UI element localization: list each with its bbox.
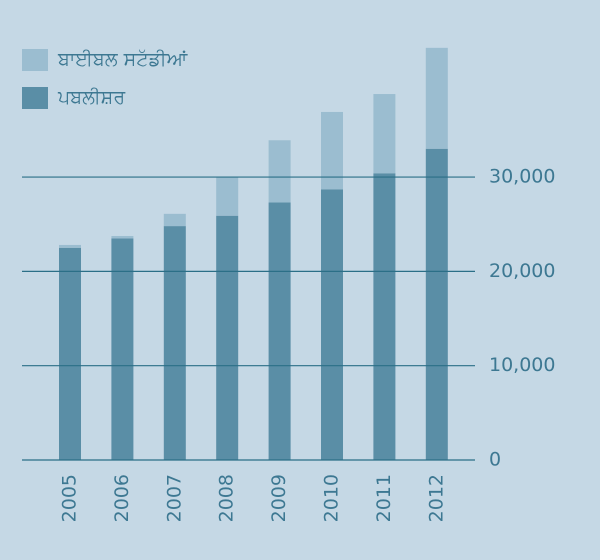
y-tick-label: 30,000 xyxy=(489,166,555,188)
bar xyxy=(216,215,239,460)
x-tick-label: 2007 xyxy=(163,474,185,522)
bar xyxy=(163,213,186,227)
x-tick-label: 2006 xyxy=(111,474,133,522)
x-tick-label: 2009 xyxy=(268,474,290,522)
bar xyxy=(268,202,291,461)
bar xyxy=(216,177,239,216)
legend-swatch xyxy=(22,87,48,109)
bar xyxy=(111,235,134,239)
x-tick-label: 2011 xyxy=(373,474,395,522)
bar xyxy=(425,47,448,149)
bar xyxy=(425,148,448,460)
legend-swatch xyxy=(22,49,48,71)
x-tick-label: 2010 xyxy=(321,474,343,522)
bar xyxy=(321,189,343,460)
y-tick-label: 20,000 xyxy=(489,260,555,282)
x-tick-label: 2008 xyxy=(216,474,238,522)
x-tick-label: 2012 xyxy=(425,474,447,522)
legend-label: ਪਬਲੀਸ਼ਰ xyxy=(57,87,126,109)
y-tick-label: 10,000 xyxy=(489,354,555,376)
bar xyxy=(59,244,81,248)
bar xyxy=(321,111,343,190)
bar xyxy=(373,94,396,174)
bar xyxy=(59,247,81,460)
y-tick-label: 0 xyxy=(489,449,501,471)
bar xyxy=(111,238,134,460)
bar xyxy=(163,226,186,460)
bar xyxy=(373,173,396,461)
x-tick-label: 2005 xyxy=(59,474,81,522)
legend-label: ਬਾਈਬਲ ਸਟੱਡੀਆਂ xyxy=(57,49,189,71)
bar xyxy=(268,140,291,203)
